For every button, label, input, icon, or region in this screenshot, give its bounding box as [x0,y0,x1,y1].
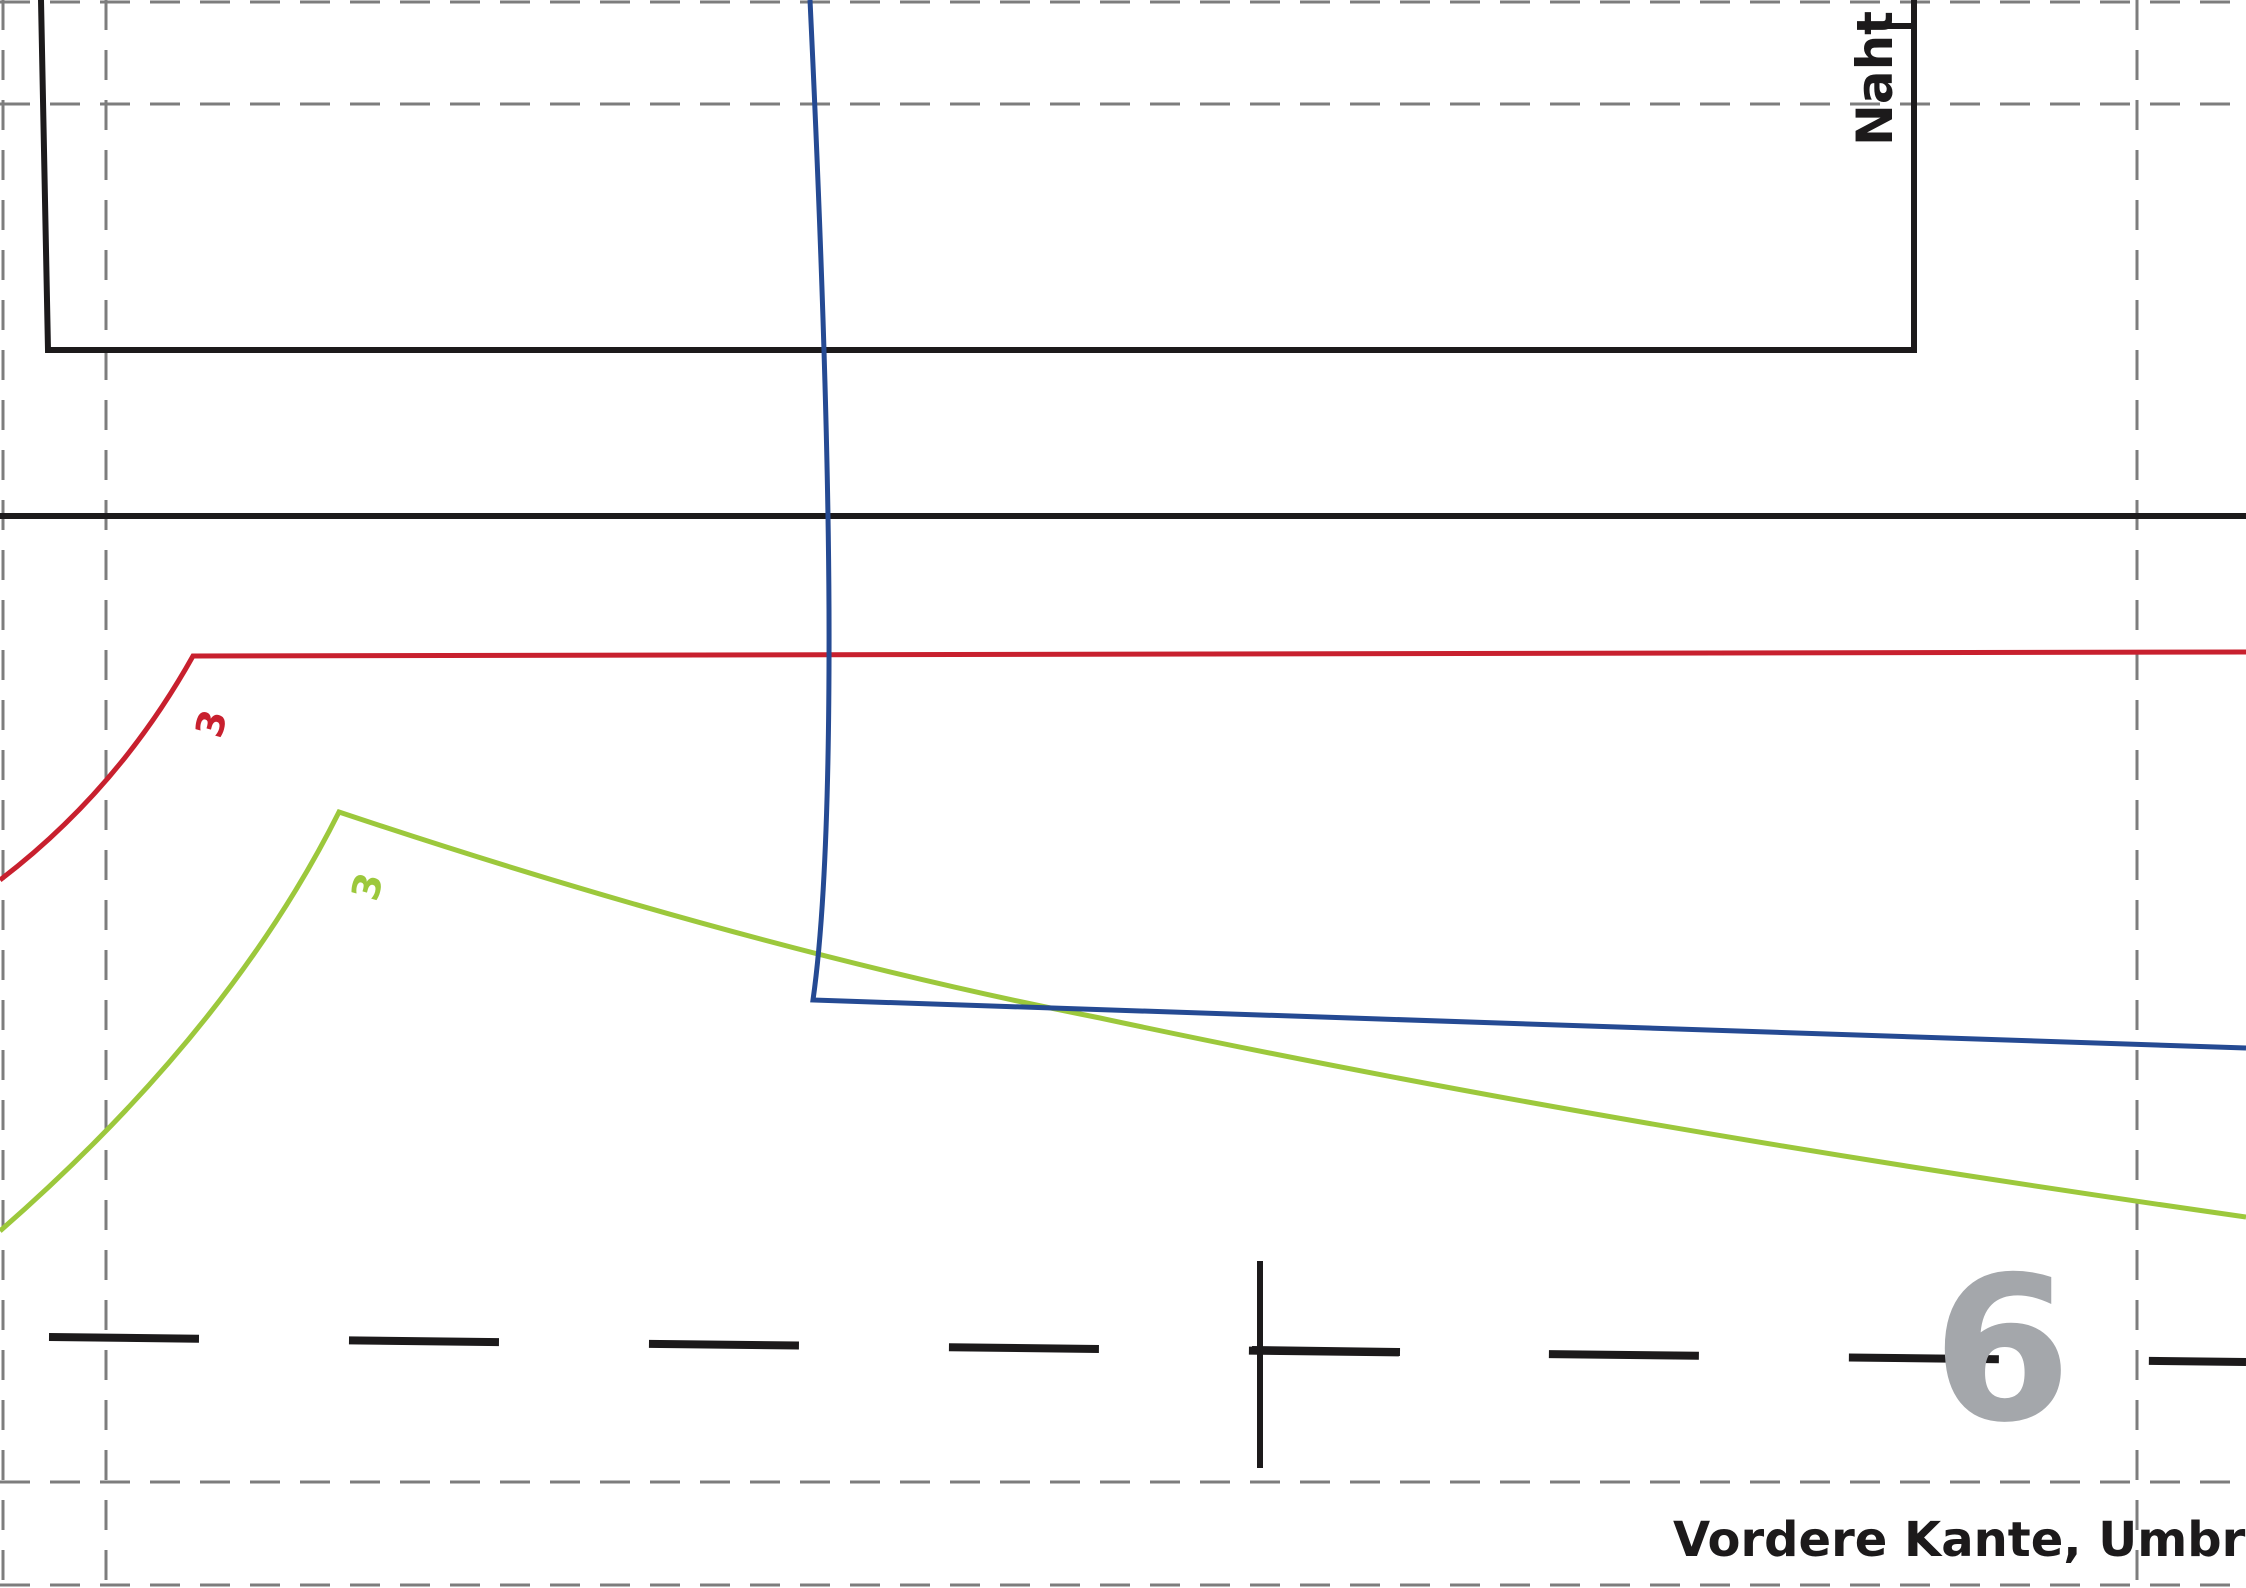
size-line-blue [807,0,2246,1051]
cross-mark-horizontal [1251,1346,1401,1356]
size-line-red [0,649,2246,882]
notch-label-red: 3 [187,705,236,742]
seam-label: Naht [1846,11,1904,146]
pattern-piece-outline [38,0,1917,353]
size-line-green [0,808,2246,1233]
fold-line-dashed [48,1333,2246,1366]
fold-edge-label: Vordere Kante, Umbruch [1673,1512,2246,1568]
page-number: 6 [1932,1234,2071,1467]
notch-label-green: 3 [343,868,392,905]
